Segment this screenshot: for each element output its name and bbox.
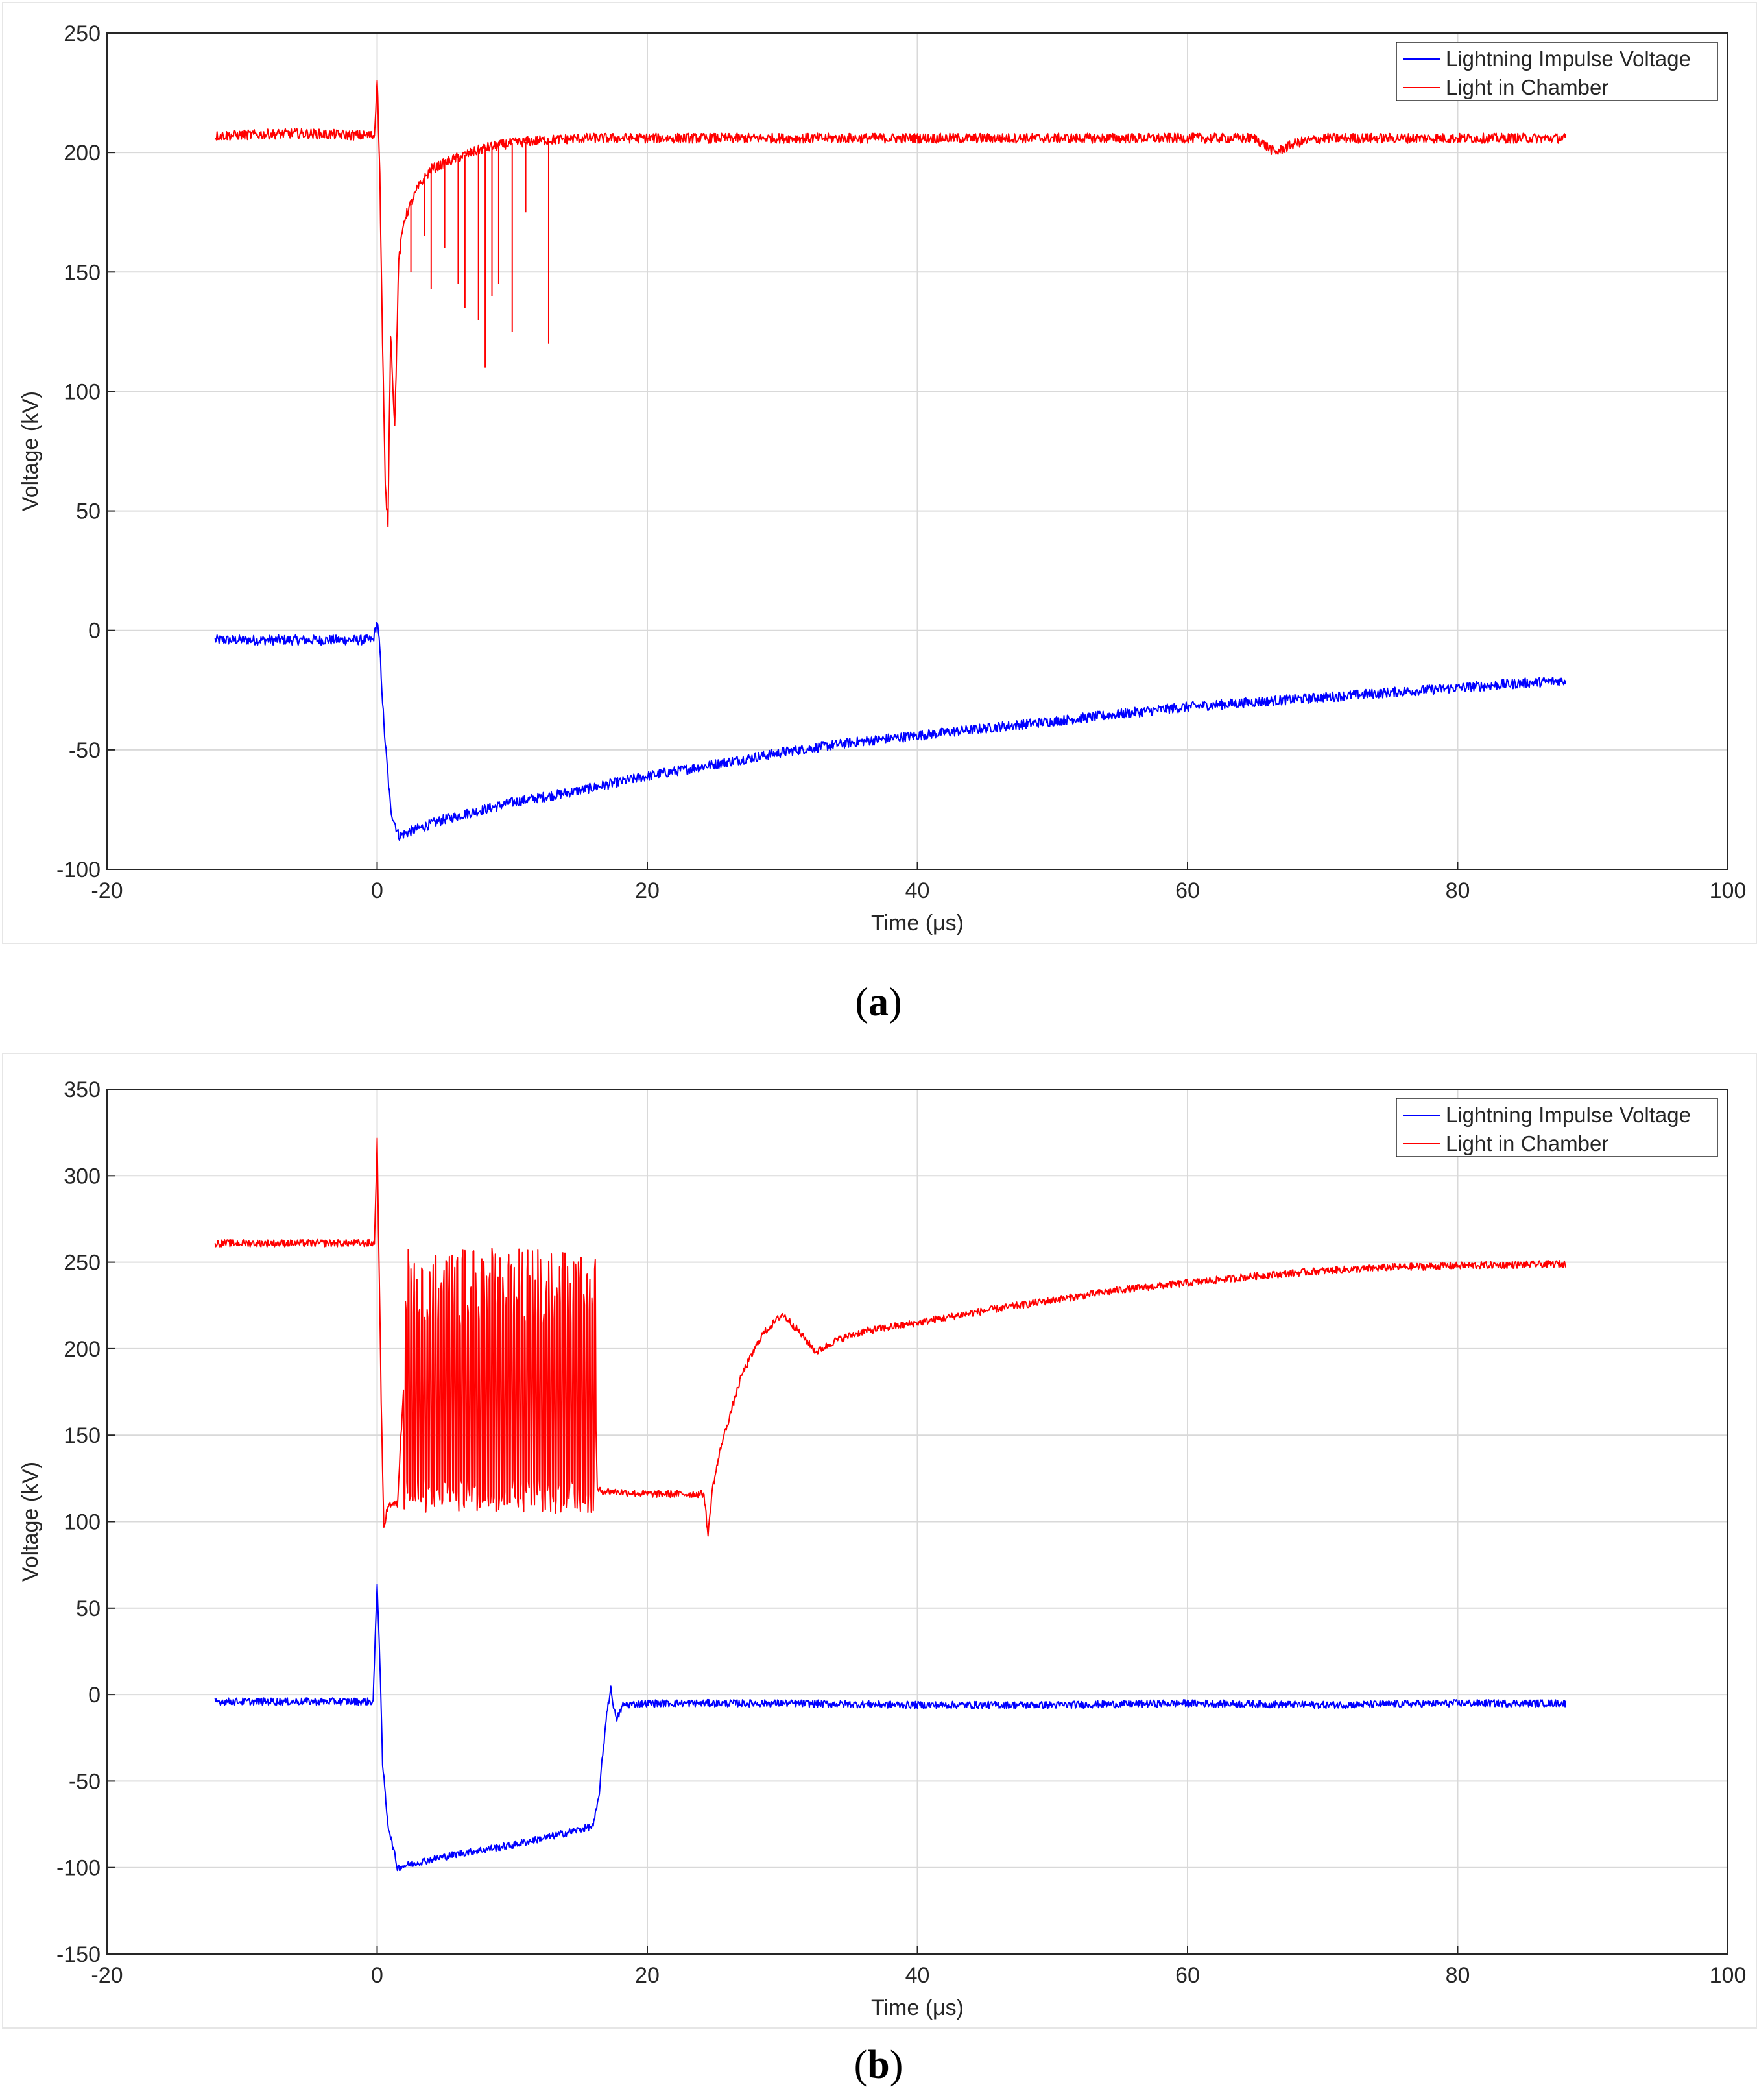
caption-b: (b) — [0, 2042, 1757, 2088]
legend-label-0: Lightning Impulse Voltage — [1446, 47, 1691, 71]
y-axis-label: Voltage (kV) — [18, 1462, 43, 1582]
chart-panel-b: -20 0 20 40 60 80 100 -150 -100 -50 0 50 100 150 200 25… — [0, 1051, 1757, 2100]
x-tick-label-5: 80 — [1446, 1963, 1470, 1988]
caption-b-letter: b — [867, 2043, 890, 2087]
legend-box — [1396, 42, 1718, 101]
x-tick-label-0: -20 — [91, 1963, 123, 1988]
y-tick-label-5: 150 — [64, 260, 101, 285]
legend-label-0: Lightning Impulse Voltage — [1446, 1103, 1691, 1127]
y-tick-label-8: 250 — [64, 1251, 101, 1275]
y-tick-label-1: -100 — [56, 1856, 101, 1881]
x-tick-label-0: -20 — [91, 878, 123, 903]
x-tick-label-2: 20 — [635, 878, 660, 903]
legend-box — [1396, 1098, 1718, 1157]
y-tick-label-5: 100 — [64, 1510, 101, 1535]
x-tick-label-2: 20 — [635, 1963, 660, 1988]
caption-a-close: ) — [889, 980, 902, 1024]
x-tick-label-3: 40 — [905, 878, 930, 903]
y-tick-label-7: 250 — [64, 21, 101, 46]
series-line-0 — [214, 1584, 1567, 1872]
y-tick-label-2: -50 — [69, 1769, 101, 1794]
y-tick-label-6: 150 — [64, 1423, 101, 1448]
tick-labels: -20 0 20 40 60 80 100 -100 -50 0 50 100 150 200 250 — [56, 21, 1746, 903]
x-tick-label-6: 100 — [1710, 1963, 1747, 1988]
legend-label-1: Light in Chamber — [1446, 75, 1608, 99]
caption-a-letter: a — [868, 980, 889, 1024]
caption-a: (a) — [0, 980, 1757, 1026]
series-light-in-chamber — [215, 80, 1567, 527]
x-tick-label-4: 60 — [1175, 878, 1200, 903]
y-tick-label-3: 0 — [88, 1683, 101, 1708]
series-line-0 — [214, 622, 1567, 841]
y-tick-label-7: 200 — [64, 1337, 101, 1362]
x-tick-label-1: 0 — [371, 878, 383, 903]
caption-b-close: ) — [889, 2043, 903, 2087]
y-axis-label: Voltage (kV) — [18, 391, 43, 511]
series-line-1 — [214, 1137, 1567, 1537]
y-tick-label-10: 350 — [64, 1078, 101, 1102]
y-tick-label-9: 300 — [64, 1164, 101, 1189]
y-tick-label-4: 100 — [64, 380, 101, 404]
chart-b-svg: -20 0 20 40 60 80 100 -150 -100 -50 0 50 100 150 200 25… — [2, 1053, 1757, 2029]
series-lightning-impulse-voltage — [214, 622, 1567, 841]
caption-b-open: ( — [854, 2043, 868, 2087]
series-line-1 — [215, 80, 1567, 527]
chart-panel-a: -20 0 20 40 60 80 100 -100 -50 0 50 100 150 200 250 Tim… — [0, 0, 1757, 954]
legend-label-1: Light in Chamber — [1446, 1131, 1608, 1155]
series-lightning-impulse-voltage — [214, 1584, 1567, 1872]
y-tick-label-2: 0 — [88, 619, 101, 644]
x-tick-label-1: 0 — [371, 1963, 383, 1988]
x-tick-label-4: 60 — [1175, 1963, 1200, 1988]
y-tick-label-0: -150 — [56, 1942, 101, 1967]
y-tick-label-0: -100 — [56, 858, 101, 882]
y-tick-label-4: 50 — [76, 1597, 101, 1621]
x-tick-label-3: 40 — [905, 1963, 930, 1988]
legend: Lightning Impulse Voltage Light in Chambe… — [1396, 42, 1718, 101]
x-axis-label: Time (μs) — [871, 1996, 964, 2020]
y-tick-label-3: 50 — [76, 500, 101, 524]
caption-a-open: ( — [855, 980, 868, 1024]
chart-a-svg: -20 0 20 40 60 80 100 -100 -50 0 50 100 150 200 250 Tim… — [2, 2, 1757, 944]
series-light-in-chamber — [214, 1137, 1567, 1537]
y-tick-label-1: -50 — [69, 738, 101, 763]
legend: Lightning Impulse Voltage Light in Chambe… — [1396, 1098, 1718, 1157]
y-tick-label-6: 200 — [64, 141, 101, 165]
x-tick-label-5: 80 — [1446, 878, 1470, 903]
tick-labels: -20 0 20 40 60 80 100 -150 -100 -50 0 50 100 150 200 25… — [56, 1078, 1746, 1988]
x-axis-label: Time (μs) — [871, 911, 964, 935]
x-tick-label-6: 100 — [1710, 878, 1747, 903]
